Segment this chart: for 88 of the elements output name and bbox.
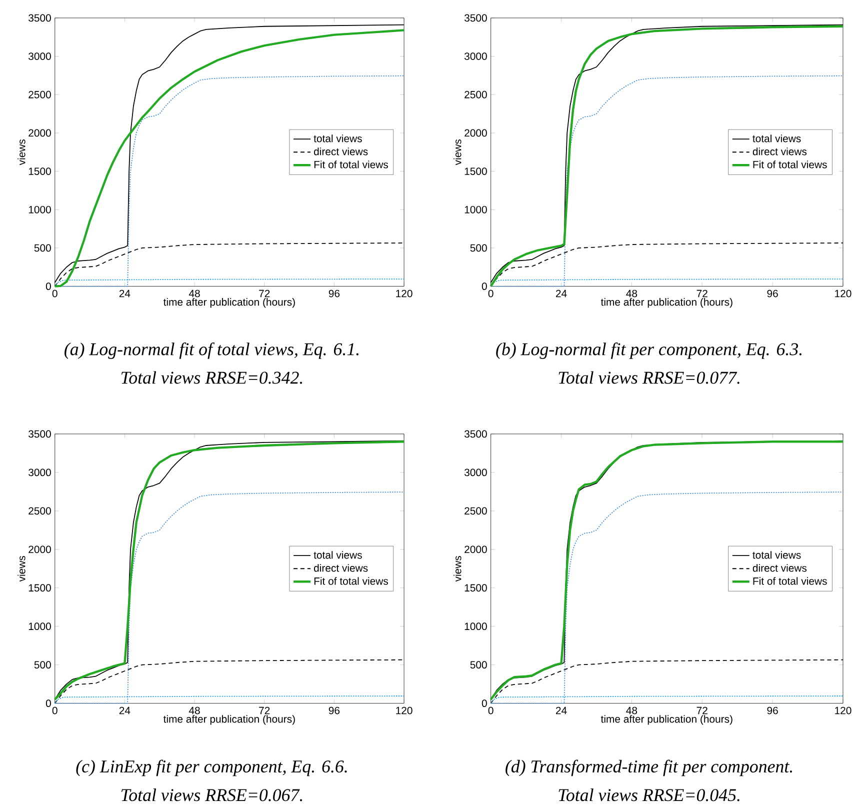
text: (a) Log-normal fit of total views, Eq. 6.1. (64, 342, 358, 359)
y-tick-label: 2000 (464, 129, 487, 137)
line-series (54, 696, 404, 704)
y-axis-title: views (454, 139, 462, 166)
text: Total views RRSE=0.045. (558, 788, 740, 802)
legend-label: total views (752, 134, 801, 142)
x-tick-label: 24 (119, 290, 130, 298)
y-tick-label: 0 (482, 700, 487, 707)
y-tick-label: 3000 (464, 468, 487, 476)
legend-label: direct views (752, 148, 807, 156)
x-axis-title: time after publication (hours) (163, 298, 295, 308)
x-axis-title: time after publication (hours) (600, 715, 732, 725)
legend-label: Fit of total views (314, 577, 388, 585)
legend-label: Fit of total views (753, 577, 827, 585)
x-tick-label: 24 (119, 706, 130, 714)
x-tick-label: 0 (488, 290, 494, 298)
x-tick-label: 72 (696, 290, 708, 298)
y-tick-label: 1000 (464, 622, 487, 630)
y-tick-label: 3500 (28, 430, 51, 438)
x-tick-label: 120 (835, 290, 852, 298)
y-tick-label: 2000 (28, 546, 51, 554)
y-tick-label: 500 (470, 661, 487, 669)
y-tick-label: 500 (34, 661, 51, 669)
y-tick-label: 1500 (464, 168, 487, 175)
legend-label: direct views (752, 564, 807, 572)
x-axis-title: time after publication (hours) (600, 298, 732, 308)
y-tick-label: 1000 (28, 622, 51, 630)
y-tick-label: 3000 (464, 52, 487, 60)
text: Total views RRSE=0.342. (121, 371, 302, 384)
text: Total views RRSE=0.067. (121, 788, 302, 802)
legend-label: Fit of total views (753, 160, 827, 168)
line-series (54, 278, 404, 287)
y-tick-label: 3500 (464, 430, 487, 438)
y-tick-label: 2500 (464, 90, 487, 98)
x-tick-label: 96 (328, 706, 340, 714)
y-tick-label: 2500 (28, 90, 51, 98)
y-tick-label: 3000 (28, 468, 51, 476)
y-tick-label: 1000 (28, 206, 51, 214)
x-tick-label: 24 (556, 290, 567, 298)
y-tick-label: 500 (34, 244, 51, 252)
x-tick-label: 0 (488, 706, 494, 714)
x-tick-label: 72 (696, 706, 708, 714)
x-tick-label: 96 (328, 290, 340, 298)
y-tick-label: 0 (46, 282, 51, 290)
y-tick-label: 1000 (464, 206, 487, 214)
y-tick-label: 1500 (28, 168, 51, 175)
y-axis-title: views (18, 139, 26, 166)
legend-label: direct views (314, 564, 368, 572)
x-tick-label: 48 (188, 290, 200, 298)
y-tick-label: 2500 (464, 507, 487, 515)
x-tick-label: 96 (767, 706, 778, 714)
y-tick-label: 500 (470, 244, 487, 252)
legend-label: total views (314, 551, 362, 559)
x-tick-label: 72 (259, 290, 270, 298)
x-tick-label: 72 (259, 706, 270, 714)
x-tick-label: 96 (767, 290, 778, 298)
line-series (490, 696, 844, 704)
y-tick-label: 2000 (464, 546, 487, 554)
y-tick-label: 3500 (28, 14, 51, 22)
x-axis-title: time after publication (hours) (163, 715, 295, 725)
legend-label: total views (314, 134, 362, 142)
x-tick-label: 0 (52, 290, 58, 298)
text: Total views RRSE=0.077. (558, 371, 740, 384)
y-tick-label: 2000 (28, 129, 51, 137)
line-series (54, 492, 404, 704)
y-tick-label: 3000 (28, 52, 51, 60)
x-tick-label: 120 (835, 706, 852, 714)
x-tick-label: 48 (188, 706, 200, 714)
x-tick-label: 48 (626, 290, 638, 298)
y-axis-title: views (18, 556, 26, 582)
y-tick-label: 0 (482, 282, 487, 290)
text: (c) LinExp fit per component, Eq. 6.6. (76, 760, 347, 776)
x-tick-label: 0 (52, 706, 58, 714)
x-tick-label: 48 (626, 706, 638, 714)
y-tick-label: 1500 (28, 584, 51, 592)
y-tick-label: 1500 (464, 584, 487, 592)
legend-label: total views (752, 551, 801, 559)
x-tick-label: 120 (396, 706, 412, 714)
x-tick-label: 24 (556, 706, 567, 714)
legend-label: Fit of total views (314, 160, 388, 168)
y-tick-label: 0 (46, 700, 51, 707)
x-tick-label: 120 (396, 290, 412, 298)
text: (d) Transformed-time fit per component. (506, 760, 792, 776)
y-tick-label: 2500 (28, 507, 51, 515)
text: (b) Log-normal fit per component, Eq. 6.3. (496, 342, 802, 359)
y-axis-title: views (454, 556, 462, 582)
legend-label: direct views (314, 148, 368, 156)
y-tick-label: 3500 (464, 14, 487, 22)
